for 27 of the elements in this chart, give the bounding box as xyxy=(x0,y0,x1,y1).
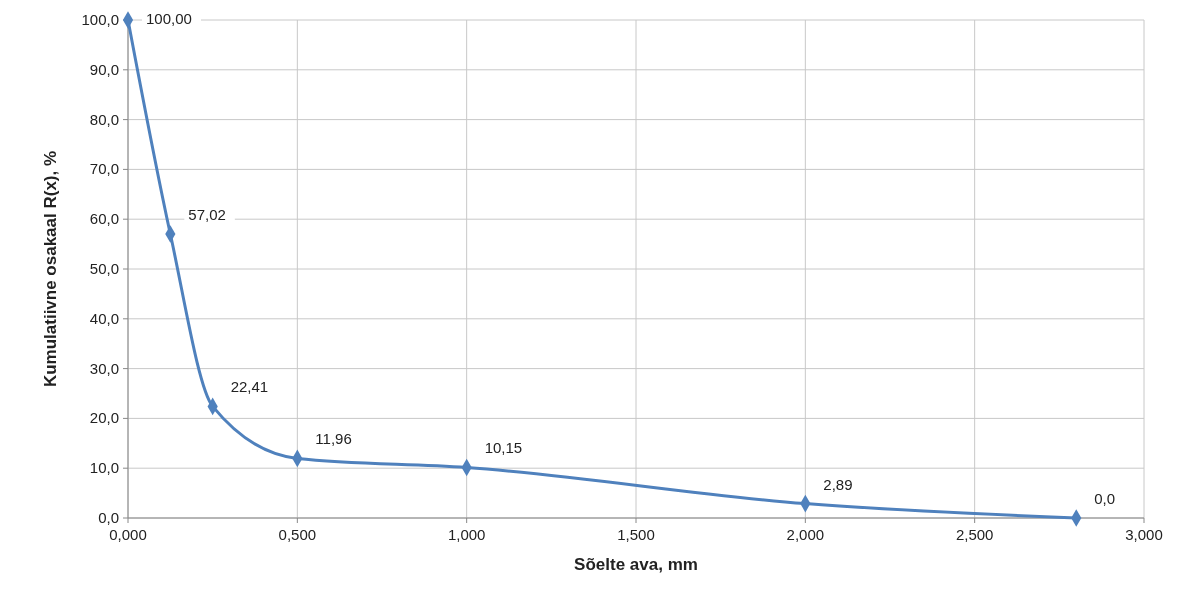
y-tick-label: 80,0 xyxy=(89,110,119,128)
y-tick-label: 50,0 xyxy=(89,260,119,277)
y-tick-label: 40,0 xyxy=(89,309,119,327)
data-label: 11,96 xyxy=(315,430,352,448)
data-label: 22,41 xyxy=(230,378,269,396)
x-tick-label: 3,000 xyxy=(1125,526,1163,543)
x-tick-label: 1,500 xyxy=(617,526,655,543)
x-tick-label: 1,000 xyxy=(447,526,486,543)
x-tick-label: 2,000 xyxy=(786,526,825,543)
y-tick-label: 10,0 xyxy=(89,459,119,477)
data-label: 100,00 xyxy=(146,10,192,27)
y-axis-title: Kumulatiivne osakaal R(x), % xyxy=(41,150,60,388)
x-tick-label: 0,500 xyxy=(278,526,317,543)
y-tick-label: 90,0 xyxy=(89,60,119,78)
data-label: 57,02 xyxy=(188,206,226,224)
data-label: 2,89 xyxy=(823,475,853,493)
x-tick-label: 2,500 xyxy=(955,526,994,543)
data-label: 0,0 xyxy=(1094,490,1116,507)
y-tick-label: 0,0 xyxy=(98,509,119,526)
y-tick-label: 20,0 xyxy=(89,409,119,427)
y-tick-label: 60,0 xyxy=(89,210,119,228)
x-axis-title: Sõelte ava, mm xyxy=(574,555,698,574)
x-tick-label: 0,000 xyxy=(109,526,147,543)
y-tick-label: 30,0 xyxy=(89,359,119,377)
data-label: 10,15 xyxy=(484,439,523,457)
y-tick-label: 70,0 xyxy=(89,160,119,178)
y-tick-label: 100,0 xyxy=(81,11,119,28)
